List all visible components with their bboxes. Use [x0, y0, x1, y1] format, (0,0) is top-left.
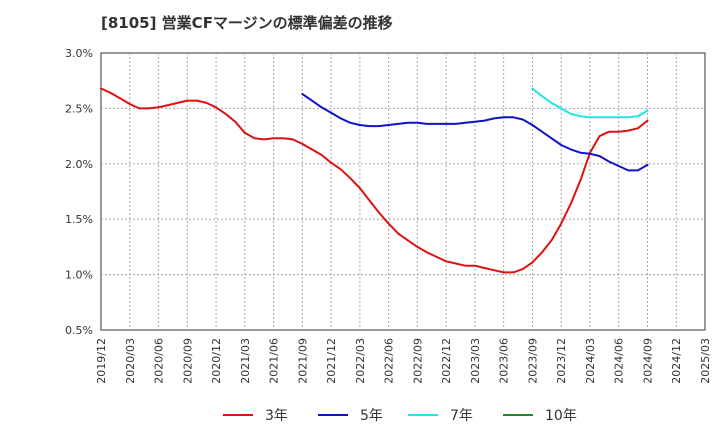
chart-title: [8105] 営業CFマージンの標準偏差の推移 — [101, 14, 393, 32]
plot-area — [100, 52, 706, 331]
series-line-1 — [100, 87, 649, 274]
grid-lines — [101, 53, 705, 330]
x-tick-label: 2021/06 — [268, 338, 281, 384]
y-tick-label: 1.0% — [65, 269, 93, 282]
x-tick-label: 2022/06 — [383, 338, 396, 384]
x-tick-label: 2022/03 — [354, 338, 367, 384]
x-tick-label: 2023/03 — [469, 338, 482, 384]
series-line-3 — [531, 87, 649, 119]
x-tick-label: 2024/12 — [670, 338, 683, 384]
x-tick-label: 2023/12 — [555, 338, 568, 384]
legend-label: 5年 — [360, 408, 383, 424]
x-tick-label: 2023/06 — [498, 338, 511, 384]
x-tick-label: 2021/12 — [325, 338, 338, 384]
series-line-2 — [301, 93, 649, 172]
x-tick-label: 2024/03 — [584, 338, 597, 384]
x-tick-label: 2020/12 — [210, 338, 223, 384]
y-tick-label: 2.5% — [65, 102, 93, 115]
legend-label: 10年 — [545, 408, 577, 424]
x-tick-label: 2025/03 — [699, 338, 712, 384]
legend-label: 3年 — [265, 408, 288, 424]
legend: 3年 5年 7年 10年 — [223, 408, 577, 424]
series-lines — [100, 87, 649, 274]
y-tick-label: 3.0% — [65, 47, 93, 60]
y-tick-label: 2.0% — [65, 158, 93, 171]
y-tick-label: 1.5% — [65, 213, 93, 226]
x-tick-label: 2020/06 — [153, 338, 166, 384]
x-tick-label: 2020/09 — [181, 338, 194, 384]
x-tick-label: 2023/09 — [526, 338, 539, 384]
x-axis-ticks: 2019/12 2020/03 2020/06 2020/09 2020/12 2021/… — [95, 338, 712, 384]
y-tick-label: 0.5% — [65, 324, 93, 337]
x-tick-label: 2022/12 — [440, 338, 453, 384]
x-tick-label: 2021/03 — [239, 338, 252, 384]
x-tick-label: 2024/09 — [641, 338, 654, 384]
x-tick-label: 2022/09 — [411, 338, 424, 384]
y-axis-ticks: 0.5% 1.0% 1.5% 2.0% 2.5% 3.0% — [65, 47, 93, 337]
x-tick-label: 2020/03 — [124, 338, 137, 384]
x-tick-label: 2021/09 — [296, 338, 309, 384]
x-tick-label: 2019/12 — [95, 338, 108, 384]
x-tick-label: 2024/06 — [613, 338, 626, 384]
legend-label: 7年 — [450, 408, 473, 424]
